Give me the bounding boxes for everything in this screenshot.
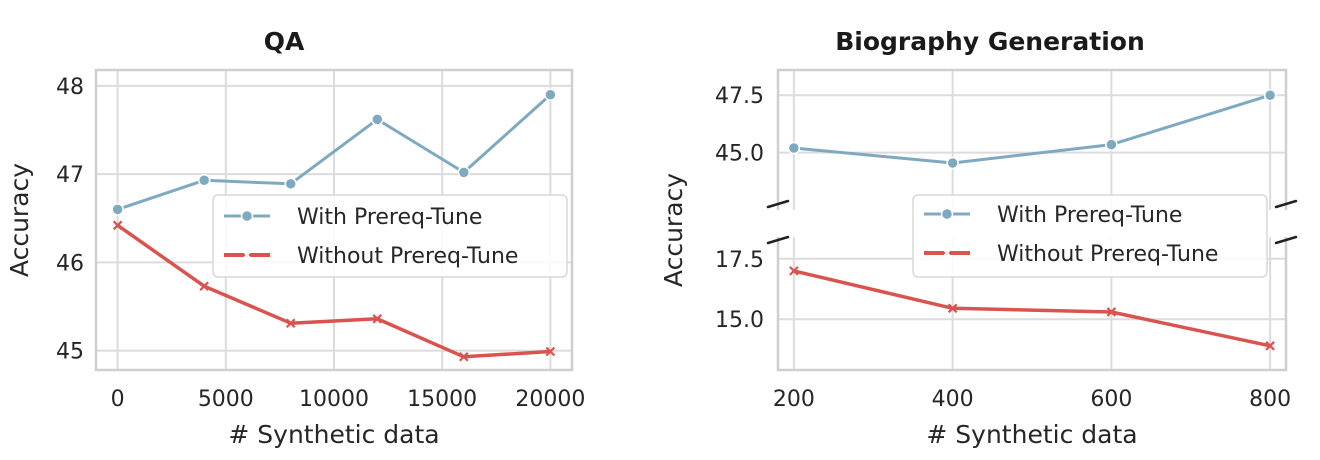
qa-legend-marker-without xyxy=(242,250,252,260)
qa-legend-label-without: Without Prereq-Tune xyxy=(297,244,518,269)
bio-with-prereq-point xyxy=(787,141,801,155)
bio-legend-marker-without xyxy=(942,248,952,258)
bio-x-tick-label: 400 xyxy=(932,387,974,412)
bio-tick-labels: 200 400 600 800 45.0 47.5 15.0 17.5 xyxy=(715,84,1291,412)
qa-without-prereq-point xyxy=(199,281,209,291)
bio-x-tick-label: 800 xyxy=(1249,387,1291,412)
qa-without-prereq-point xyxy=(285,318,296,329)
qa-with-prereq-point xyxy=(371,113,384,126)
qa-without-prereq-point xyxy=(545,346,556,357)
bio-y-axis-label: Accuracy xyxy=(659,173,688,287)
qa-chart-title: QA xyxy=(264,27,305,56)
qa-with-prereq-series xyxy=(111,88,557,216)
bio-lower-y-tick-label: 17.5 xyxy=(715,248,764,273)
bio-without-prereq-point xyxy=(789,266,799,276)
qa-y-tick-label: 46 xyxy=(56,251,84,276)
bio-lower-frame xyxy=(776,237,1288,372)
bio-upper-y-tick-label: 45.0 xyxy=(715,142,764,167)
bio-with-prereq-series xyxy=(787,88,1277,170)
qa-legend-label-with: With Prereq-Tune xyxy=(297,205,482,230)
qa-x-tick-label: 0 xyxy=(111,387,125,412)
bio-break-mark xyxy=(766,235,790,245)
qa-with-prereq-point xyxy=(457,166,471,179)
qa-legend-box xyxy=(212,194,568,278)
bio-with-prereq-point xyxy=(1263,88,1277,102)
qa-without-prereq-point xyxy=(372,314,383,324)
bio-lower-y-tick-label: 15.0 xyxy=(715,308,764,333)
qa-tick-labels: 0 5000 10000 15000 20000 45 46 47 48 xyxy=(56,75,585,412)
qa-with-prereq-point xyxy=(284,177,297,191)
bio-break-mark xyxy=(1274,199,1298,209)
qa-x-tick-label: 20000 xyxy=(515,387,585,412)
bio-legend-label-without: Without Prereq-Tune xyxy=(997,242,1218,267)
bio-x-tick-label: 600 xyxy=(1090,387,1132,412)
bio-break-mark xyxy=(766,199,790,209)
qa-y-tick-label: 48 xyxy=(56,75,84,100)
bio-break-mark xyxy=(1274,235,1298,245)
qa-x-tick-label: 10000 xyxy=(299,387,369,412)
bio-x-axis-label: # Synthetic data xyxy=(926,420,1137,449)
bio-upper-frame xyxy=(776,68,1288,210)
qa-without-prereq-line xyxy=(116,223,551,359)
qa-legend-marker-with xyxy=(240,209,254,223)
qa-series-layer xyxy=(111,88,557,362)
qa-chart: QA 0 5000 10000 15000 20000 45 46 47 48 # Synthe… xyxy=(5,27,585,449)
qa-y-axis-label: Accuracy xyxy=(5,163,34,277)
bio-legend-label-with: With Prereq-Tune xyxy=(997,203,1182,228)
qa-with-prereq-point xyxy=(111,203,124,216)
bio-chart: Biography Generation 200 400 600 800 45.0 47.… xyxy=(659,27,1298,449)
qa-x-tick-label: 15000 xyxy=(407,387,477,412)
bio-legend-marker-with xyxy=(940,207,954,221)
qa-without-prereq-series xyxy=(112,220,556,362)
bio-legend: With Prereq-Tune Without Prereq-Tune xyxy=(912,194,1268,278)
qa-legend: With Prereq-Tune Without Prereq-Tune xyxy=(212,194,568,278)
bio-with-prereq-point xyxy=(1105,138,1118,151)
bio-without-prereq-point xyxy=(947,303,958,314)
bio-series-layer xyxy=(787,88,1277,351)
qa-without-prereq-point xyxy=(112,220,123,231)
bio-without-prereq-point xyxy=(1265,341,1275,351)
qa-with-prereq-point xyxy=(544,88,557,101)
qa-with-prereq-point xyxy=(197,174,211,187)
bio-chart-title: Biography Generation xyxy=(835,27,1145,56)
qa-y-tick-label: 45 xyxy=(56,340,84,365)
bio-with-prereq-line xyxy=(793,93,1271,165)
qa-with-prereq-line xyxy=(117,93,552,211)
qa-x-tick-label: 5000 xyxy=(198,387,254,412)
bio-without-prereq-series xyxy=(789,266,1275,351)
qa-y-tick-label: 47 xyxy=(56,163,84,188)
bio-x-tick-label: 200 xyxy=(773,387,815,412)
bio-legend-box xyxy=(912,194,1268,278)
bio-without-prereq-point xyxy=(1106,307,1117,317)
bio-axis-break-marks xyxy=(766,199,1298,245)
qa-without-prereq-point xyxy=(459,351,469,362)
bio-upper-y-tick-label: 47.5 xyxy=(715,84,764,109)
bio-without-prereq-line xyxy=(793,269,1271,348)
qa-x-axis-label: # Synthetic data xyxy=(228,420,439,449)
qa-plot-frame xyxy=(94,68,574,372)
bio-with-prereq-point xyxy=(946,156,959,170)
